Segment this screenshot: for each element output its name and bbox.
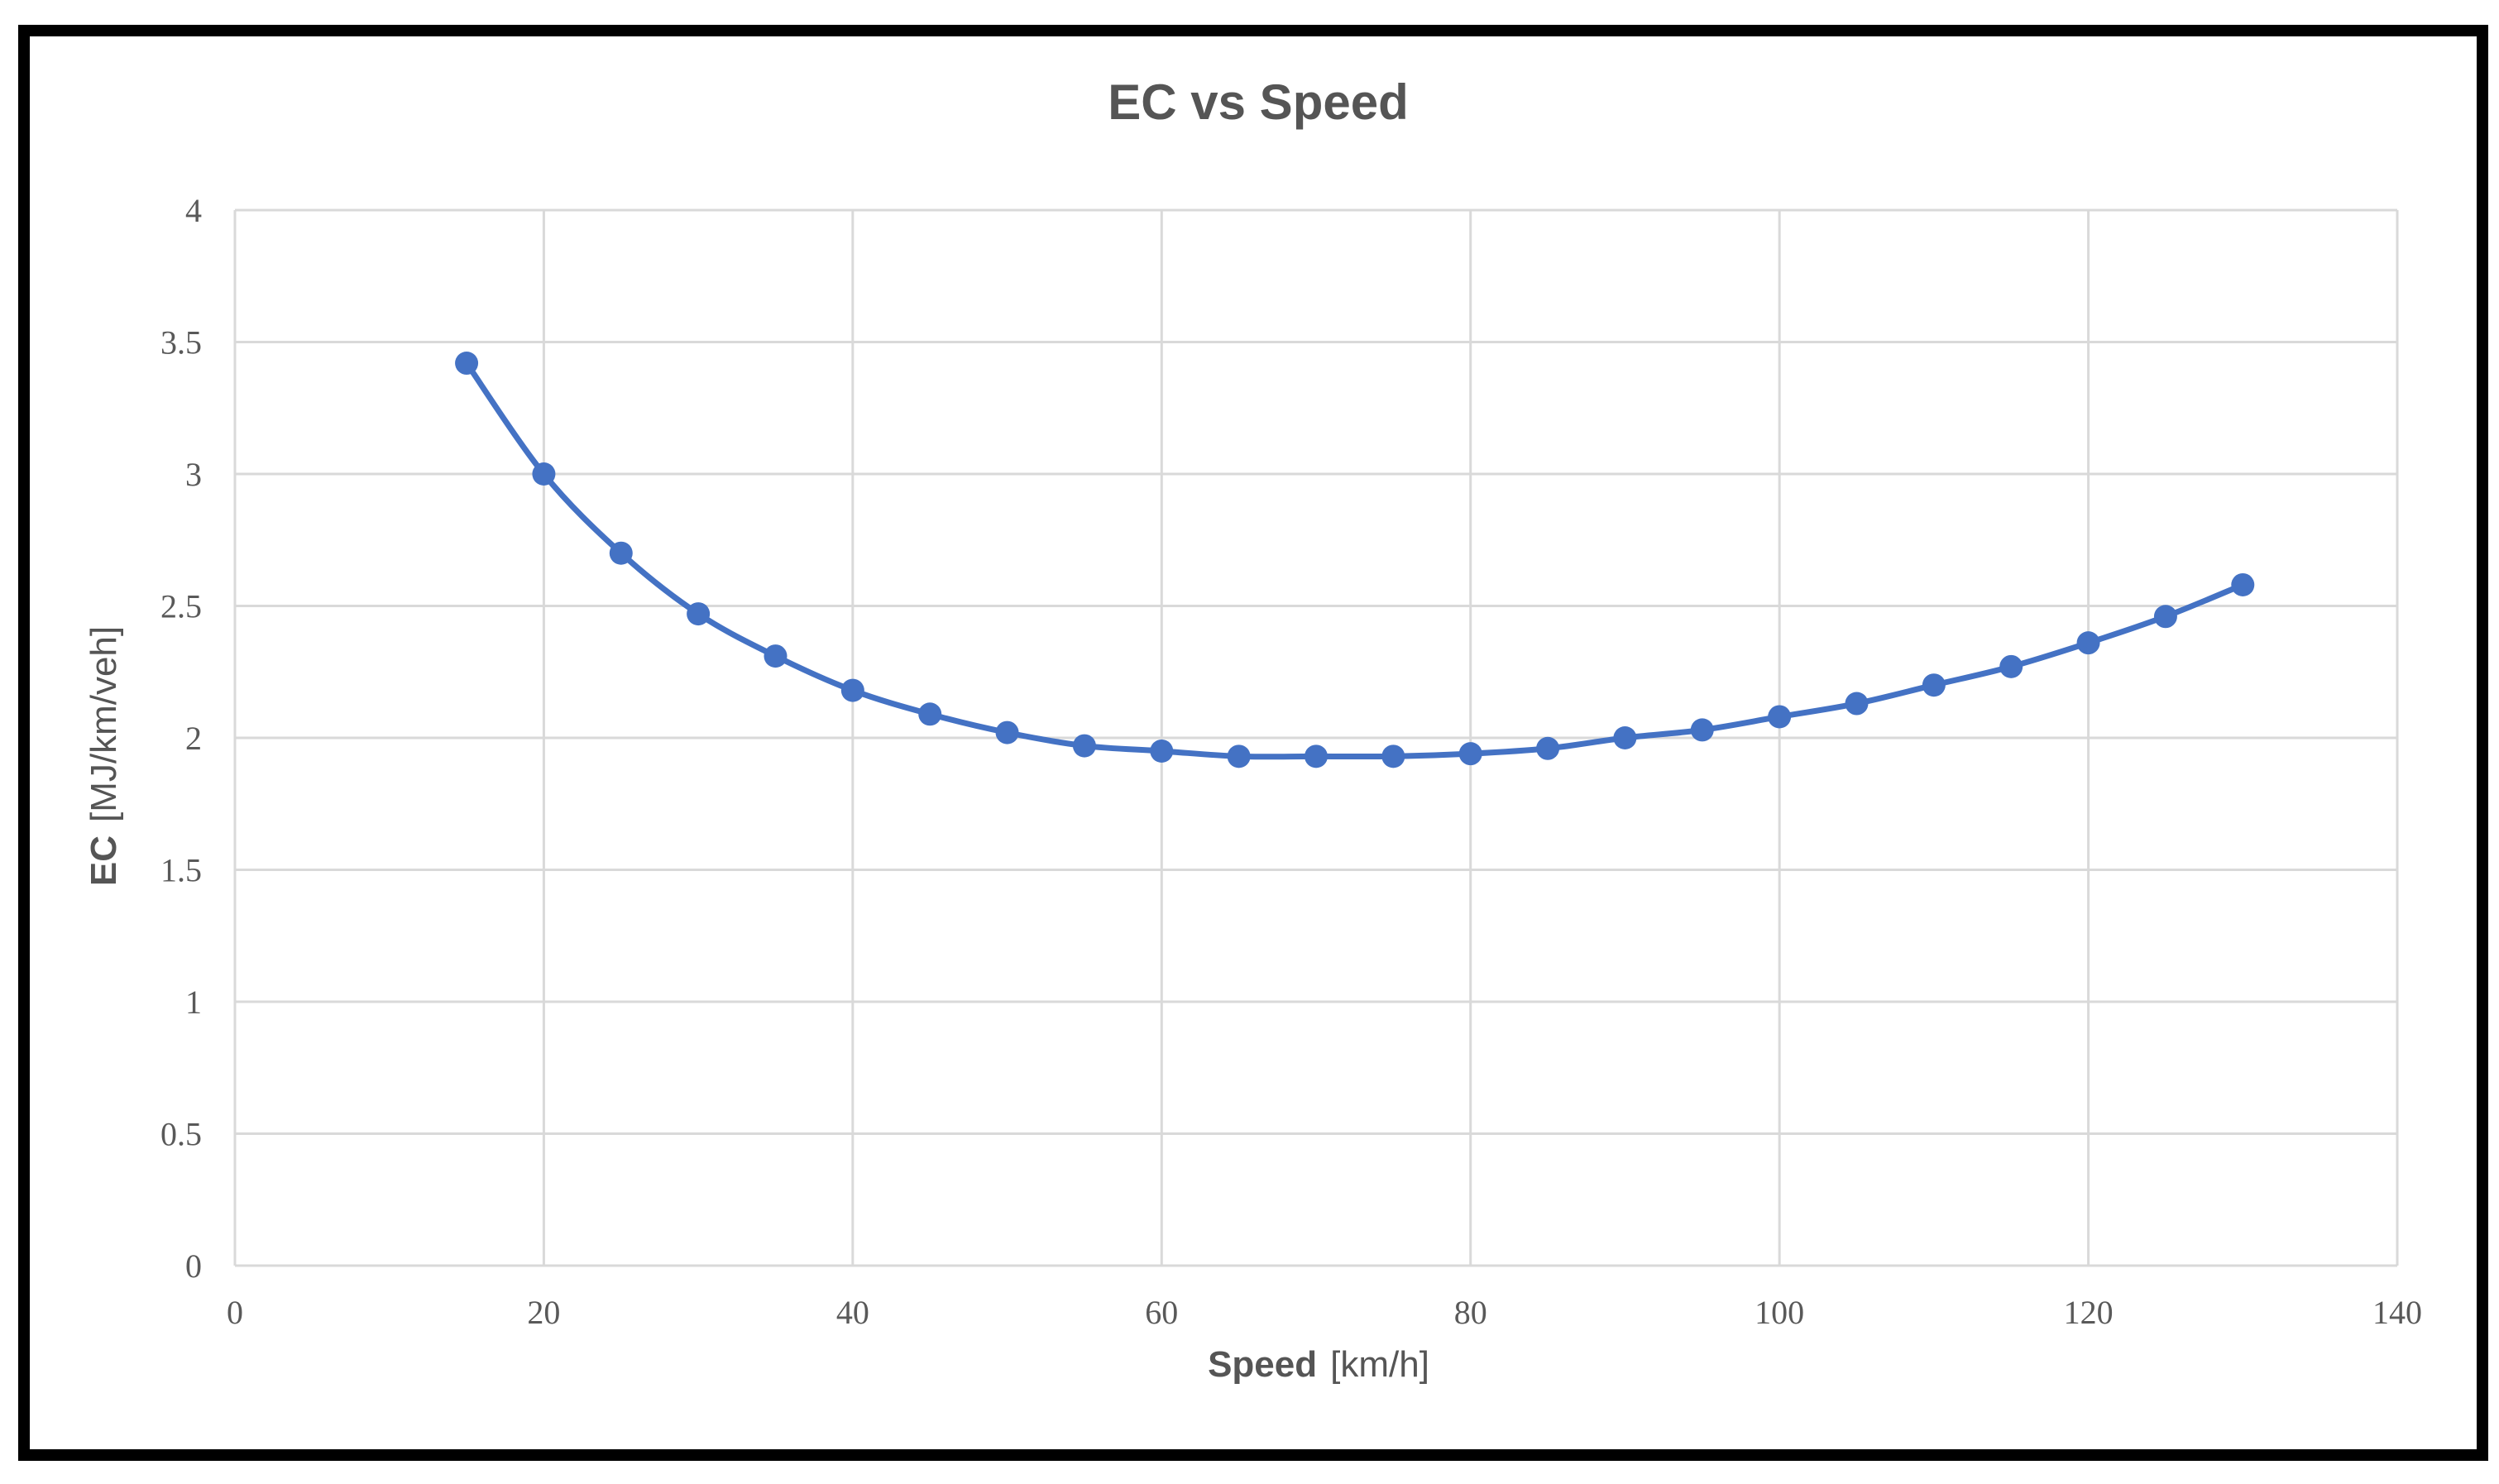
- data-point-35: [764, 644, 788, 668]
- y-tick-label-0: 0: [185, 1247, 202, 1285]
- data-point-100: [1768, 705, 1792, 729]
- x-tick-label-6: 120: [2064, 1294, 2114, 1331]
- data-point-50: [995, 720, 1019, 744]
- data-point-70: [1305, 744, 1328, 768]
- x-tick-label-5: 100: [1755, 1294, 1804, 1331]
- series-layer: [455, 352, 2255, 768]
- data-point-20: [532, 462, 556, 486]
- chart-frame: EC vs Speed 0 0.5 1 1.5 2 2.5 3 3.5 4 0 20 40 60 80 10…: [18, 25, 2488, 1461]
- data-point-85: [1536, 736, 1560, 760]
- chart-svg: EC vs Speed 00.511.522.533.540 20 40 60 80 10…: [84, 74, 2422, 1385]
- y-tick-label-1: 0.5: [160, 1116, 202, 1153]
- x-tick-label-4: 80: [1454, 1294, 1487, 1331]
- data-point-55: [1072, 734, 1096, 758]
- y-axis-title: EC [MJ/km/veh]: [84, 626, 124, 886]
- data-point-95: [1690, 718, 1714, 742]
- data-point-25: [609, 541, 633, 565]
- y-tick-label-7: 3.5: [160, 324, 202, 361]
- x-axis-title-main: Speed: [1208, 1344, 1317, 1385]
- data-point-125: [2153, 605, 2177, 629]
- data-point-105: [1845, 692, 1869, 716]
- data-point-40: [840, 678, 864, 702]
- y-tick-label-2: 1: [185, 984, 202, 1021]
- data-point-15: [455, 352, 479, 376]
- y-tick-label-8: 4: [185, 192, 202, 229]
- y-tick-label-6: 3: [185, 456, 202, 493]
- data-point-115: [1999, 654, 2023, 678]
- data-point-120: [2076, 631, 2100, 655]
- x-tick-label-7: 140: [2372, 1294, 2422, 1331]
- tick-label-layer: 00.511.522.533.540 20 40 60 80 100 120 140: [160, 192, 2422, 1331]
- data-point-130: [2231, 572, 2255, 596]
- x-tick-label-0: 0: [227, 1294, 243, 1331]
- y-axis-title-unit: [MJ/km/veh]: [84, 626, 124, 822]
- data-point-90: [1613, 726, 1637, 749]
- data-point-65: [1227, 744, 1251, 768]
- data-point-80: [1458, 742, 1482, 766]
- x-tick-label-2: 40: [836, 1294, 869, 1331]
- x-axis-title-unit: [km/h]: [1330, 1344, 1429, 1385]
- x-axis-title: Speed [km/h]: [1208, 1344, 1429, 1385]
- chart-title: EC vs Speed: [1108, 74, 1409, 130]
- x-tick-label-3: 60: [1145, 1294, 1178, 1331]
- data-point-60: [1150, 739, 1174, 763]
- grid-layer: [233, 208, 2399, 1267]
- data-point-30: [687, 602, 711, 626]
- data-point-45: [918, 702, 942, 726]
- y-tick-label-3: 1.5: [160, 852, 202, 889]
- y-axis-title-main: EC: [84, 835, 124, 886]
- x-tick-label-1: 20: [527, 1294, 560, 1331]
- data-point-110: [1922, 673, 1946, 697]
- y-tick-label-5: 2.5: [160, 588, 202, 625]
- data-point-75: [1381, 744, 1405, 768]
- series-line-0: [463, 360, 2246, 760]
- y-tick-label-4: 2: [185, 720, 202, 757]
